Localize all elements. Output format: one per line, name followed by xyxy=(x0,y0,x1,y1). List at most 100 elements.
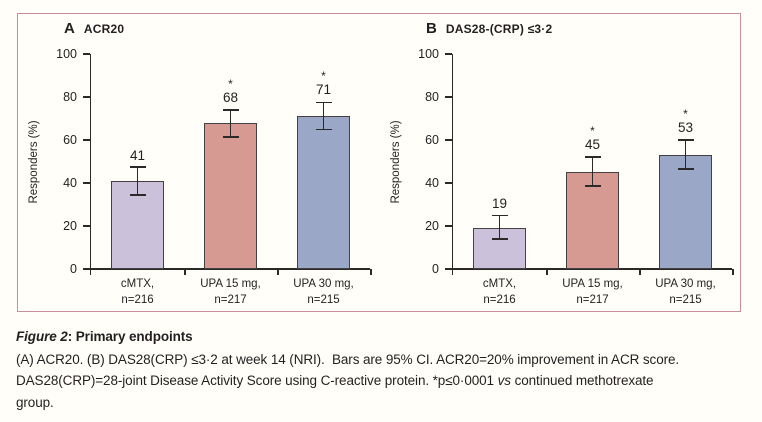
error-bar-cap-bottom xyxy=(491,238,508,240)
x-axis-category-label: cMTX, n=216 xyxy=(454,276,546,308)
y-axis-tick xyxy=(444,182,452,184)
x-axis-category-line: n=217 xyxy=(576,294,609,306)
y-axis-tick xyxy=(82,96,90,98)
x-axis-tick xyxy=(89,269,91,275)
bar-value-label: * 68 xyxy=(191,78,271,105)
caption-title: Figure 2: Primary endpoints xyxy=(16,326,732,348)
y-axis-tick xyxy=(444,53,452,55)
x-axis-category-label: UPA 15 mg, n=217 xyxy=(185,276,277,308)
x-axis-tick xyxy=(639,269,641,275)
panel-title-text: DAS28-(CRP) ≤3·2 xyxy=(445,22,553,36)
x-axis-category-label: UPA 30 mg, n=215 xyxy=(640,276,732,308)
caption-title-text: : Primary endpoints xyxy=(67,329,193,344)
bar-value: 45 xyxy=(584,137,601,153)
error-bar-cap-top xyxy=(129,166,146,168)
caption-text-segment: group. xyxy=(16,394,54,410)
significance-asterisk: * xyxy=(321,69,326,84)
x-axis-tick xyxy=(732,269,734,275)
y-axis-line xyxy=(89,54,91,271)
x-axis-category-label: UPA 15 mg, n=217 xyxy=(547,276,639,308)
figure-frame: A ACR20 Responders (%) 0 20 40 60 80 100 41 cMTX, n… xyxy=(17,13,741,312)
x-axis-tick xyxy=(370,269,372,275)
error-bar-cap-top xyxy=(491,214,508,216)
y-axis-tick xyxy=(82,139,90,141)
error-bar-cap-bottom xyxy=(315,128,332,130)
panel-title-text: ACR20 xyxy=(83,22,125,36)
error-bar-cap-top xyxy=(677,139,694,141)
bar-value-label: * 45 xyxy=(553,124,633,153)
error-bar-cap-bottom xyxy=(677,168,694,170)
bar-value: 53 xyxy=(677,120,694,135)
y-axis-line xyxy=(451,54,453,271)
x-axis-tick xyxy=(451,269,453,275)
error-bar-line xyxy=(322,102,325,130)
error-bar-cap-bottom xyxy=(584,185,601,187)
bar-value: 41 xyxy=(129,147,146,163)
x-axis-category-line: UPA 30 mg, xyxy=(293,278,354,290)
y-axis-tick-label: 80 xyxy=(425,90,439,104)
x-axis-category-line: UPA 15 mg, xyxy=(562,278,623,290)
x-axis-tick xyxy=(184,269,186,275)
x-axis-category-line: n=217 xyxy=(214,294,247,306)
x-axis-line xyxy=(89,268,370,270)
bar-value: 19 xyxy=(491,196,508,212)
error-bar-cap-bottom xyxy=(222,136,239,138)
error-bar-cap-bottom xyxy=(129,194,146,196)
panel-a-acr20: A ACR20 Responders (%) 0 20 40 60 80 100 41 cMTX, n… xyxy=(18,14,380,313)
y-axis-tick xyxy=(82,53,90,55)
error-bar-line xyxy=(229,109,232,137)
error-bar-line xyxy=(498,215,501,239)
y-axis-tick-label: 0 xyxy=(432,262,439,276)
panel-letter: B xyxy=(426,20,437,37)
y-axis-tick-label: 0 xyxy=(70,262,77,276)
error-bar-line xyxy=(136,166,139,195)
caption-line-1: (A) ACR20. (B) DAS28(CRP) ≤3·2 at week 1… xyxy=(16,349,732,371)
caption-line-3: group. xyxy=(16,392,732,414)
y-axis-tick xyxy=(82,182,90,184)
y-axis-tick-label: 20 xyxy=(63,219,77,233)
bar-value: 68 xyxy=(222,89,239,105)
y-axis-tick xyxy=(82,225,90,227)
y-axis-tick-label: 100 xyxy=(418,47,439,61)
y-axis-tick-label: 40 xyxy=(425,176,439,190)
x-axis-tick xyxy=(546,269,548,275)
bar-value-label: 19 xyxy=(460,196,540,211)
y-axis-tick xyxy=(444,96,452,98)
x-axis-category-line: n=216 xyxy=(121,294,154,306)
y-axis-tick xyxy=(444,268,452,270)
y-axis-tick-label: 60 xyxy=(63,133,77,147)
bar-value-label: * 53 xyxy=(646,107,726,135)
error-bar-cap-top xyxy=(315,101,332,104)
x-axis-category-line: cMTX, xyxy=(482,278,517,290)
significance-asterisk: * xyxy=(683,107,688,121)
bar-upa30mg xyxy=(659,155,712,269)
y-axis-tick xyxy=(444,225,452,227)
caption-line-2: DAS28(CRP)=28-joint Disease Activity Sco… xyxy=(16,370,732,392)
panel-title: B DAS28-(CRP) ≤3·2 xyxy=(426,20,552,38)
x-axis-category-line: UPA 30 mg, xyxy=(655,278,716,290)
caption-body: (A) ACR20. (B) DAS28(CRP) ≤3·2 at week 1… xyxy=(16,349,732,414)
y-axis-tick-label: 20 xyxy=(425,219,439,233)
y-axis-tick-label: 80 xyxy=(63,90,77,104)
caption-text-segment: continued methotrexate xyxy=(510,373,654,388)
y-axis-tick-label: 60 xyxy=(425,133,439,147)
significance-asterisk: * xyxy=(590,124,595,139)
error-bar-line xyxy=(684,140,687,170)
y-axis-tick xyxy=(444,139,452,141)
x-axis-category-label: UPA 30 mg, n=215 xyxy=(278,276,370,308)
bar-value: 71 xyxy=(315,82,332,98)
x-axis-category-line: cMTX, xyxy=(120,278,155,290)
x-axis-tick xyxy=(277,269,279,275)
panel-title: A ACR20 xyxy=(64,20,124,38)
error-bar-cap-top xyxy=(584,156,601,158)
x-axis-category-line: n=216 xyxy=(483,294,516,306)
caption-text-segment: (A) ACR20. (B) DAS28(CRP) ≤3·2 at week 1… xyxy=(16,351,680,367)
x-axis-category-line: n=215 xyxy=(307,294,340,306)
y-axis-tick-label: 100 xyxy=(56,47,77,61)
x-axis-category-line: n=215 xyxy=(669,294,702,306)
x-axis-category-label: cMTX, n=216 xyxy=(92,276,184,308)
x-axis-line xyxy=(451,268,732,270)
bar-value-label: * 71 xyxy=(284,69,364,98)
panel-b-das28: B DAS28-(CRP) ≤3·2 Responders (%) 0 20 40 60 80… xyxy=(380,14,742,313)
bar-value-label: 41 xyxy=(98,148,178,163)
